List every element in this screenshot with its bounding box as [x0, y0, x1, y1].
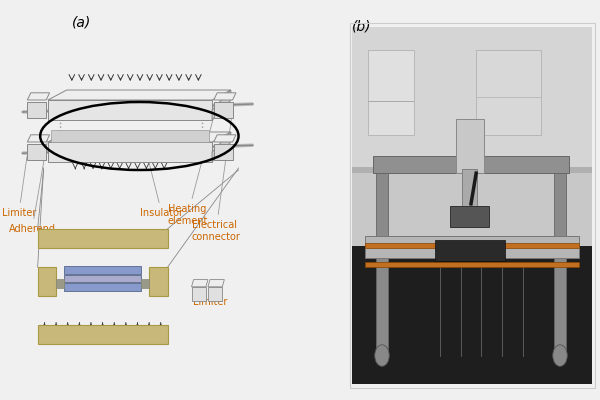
Polygon shape — [212, 90, 231, 120]
Bar — [376, 162, 388, 354]
Bar — [38, 267, 56, 296]
Bar — [368, 50, 414, 135]
Polygon shape — [214, 93, 236, 100]
Bar — [462, 169, 478, 212]
Bar — [141, 279, 149, 288]
Bar — [191, 287, 206, 301]
Bar — [476, 97, 541, 98]
Text: Heating
element: Heating element — [167, 113, 215, 226]
Bar — [64, 283, 141, 291]
Text: Adherend: Adherend — [8, 141, 56, 234]
Polygon shape — [208, 280, 224, 287]
Bar — [64, 275, 141, 282]
Bar — [352, 246, 592, 384]
Text: (b): (b) — [352, 20, 372, 34]
Bar — [214, 102, 233, 118]
Bar — [48, 142, 212, 162]
Text: Insulator: Insulator — [140, 155, 183, 218]
Bar — [352, 167, 592, 173]
Circle shape — [553, 345, 567, 366]
Bar — [373, 156, 569, 173]
Bar — [28, 102, 46, 118]
Bar — [56, 279, 64, 288]
Bar — [38, 325, 167, 344]
Bar — [365, 262, 580, 267]
Bar — [365, 243, 580, 248]
Text: (a): (a) — [72, 16, 91, 30]
Bar — [48, 100, 212, 120]
Bar — [435, 240, 505, 262]
Polygon shape — [28, 135, 50, 142]
Bar — [352, 27, 592, 169]
Polygon shape — [191, 280, 208, 287]
Polygon shape — [48, 90, 231, 100]
Bar — [365, 236, 580, 258]
Text: Limiter: Limiter — [2, 157, 36, 218]
Bar — [451, 206, 489, 227]
Bar — [554, 162, 566, 354]
Bar — [455, 119, 484, 173]
Bar — [28, 144, 46, 160]
Polygon shape — [214, 135, 236, 142]
Polygon shape — [212, 132, 231, 162]
Circle shape — [375, 345, 389, 366]
Text: Limiter: Limiter — [193, 297, 227, 307]
Bar — [64, 266, 141, 274]
Bar — [52, 130, 209, 142]
Bar — [38, 229, 167, 248]
Bar — [214, 144, 233, 160]
Text: Electrical
connector: Electrical connector — [191, 113, 241, 242]
Polygon shape — [48, 132, 231, 142]
Bar — [368, 100, 414, 102]
Bar — [149, 267, 167, 296]
Bar — [208, 287, 223, 301]
Bar — [476, 50, 541, 135]
Polygon shape — [28, 93, 50, 100]
